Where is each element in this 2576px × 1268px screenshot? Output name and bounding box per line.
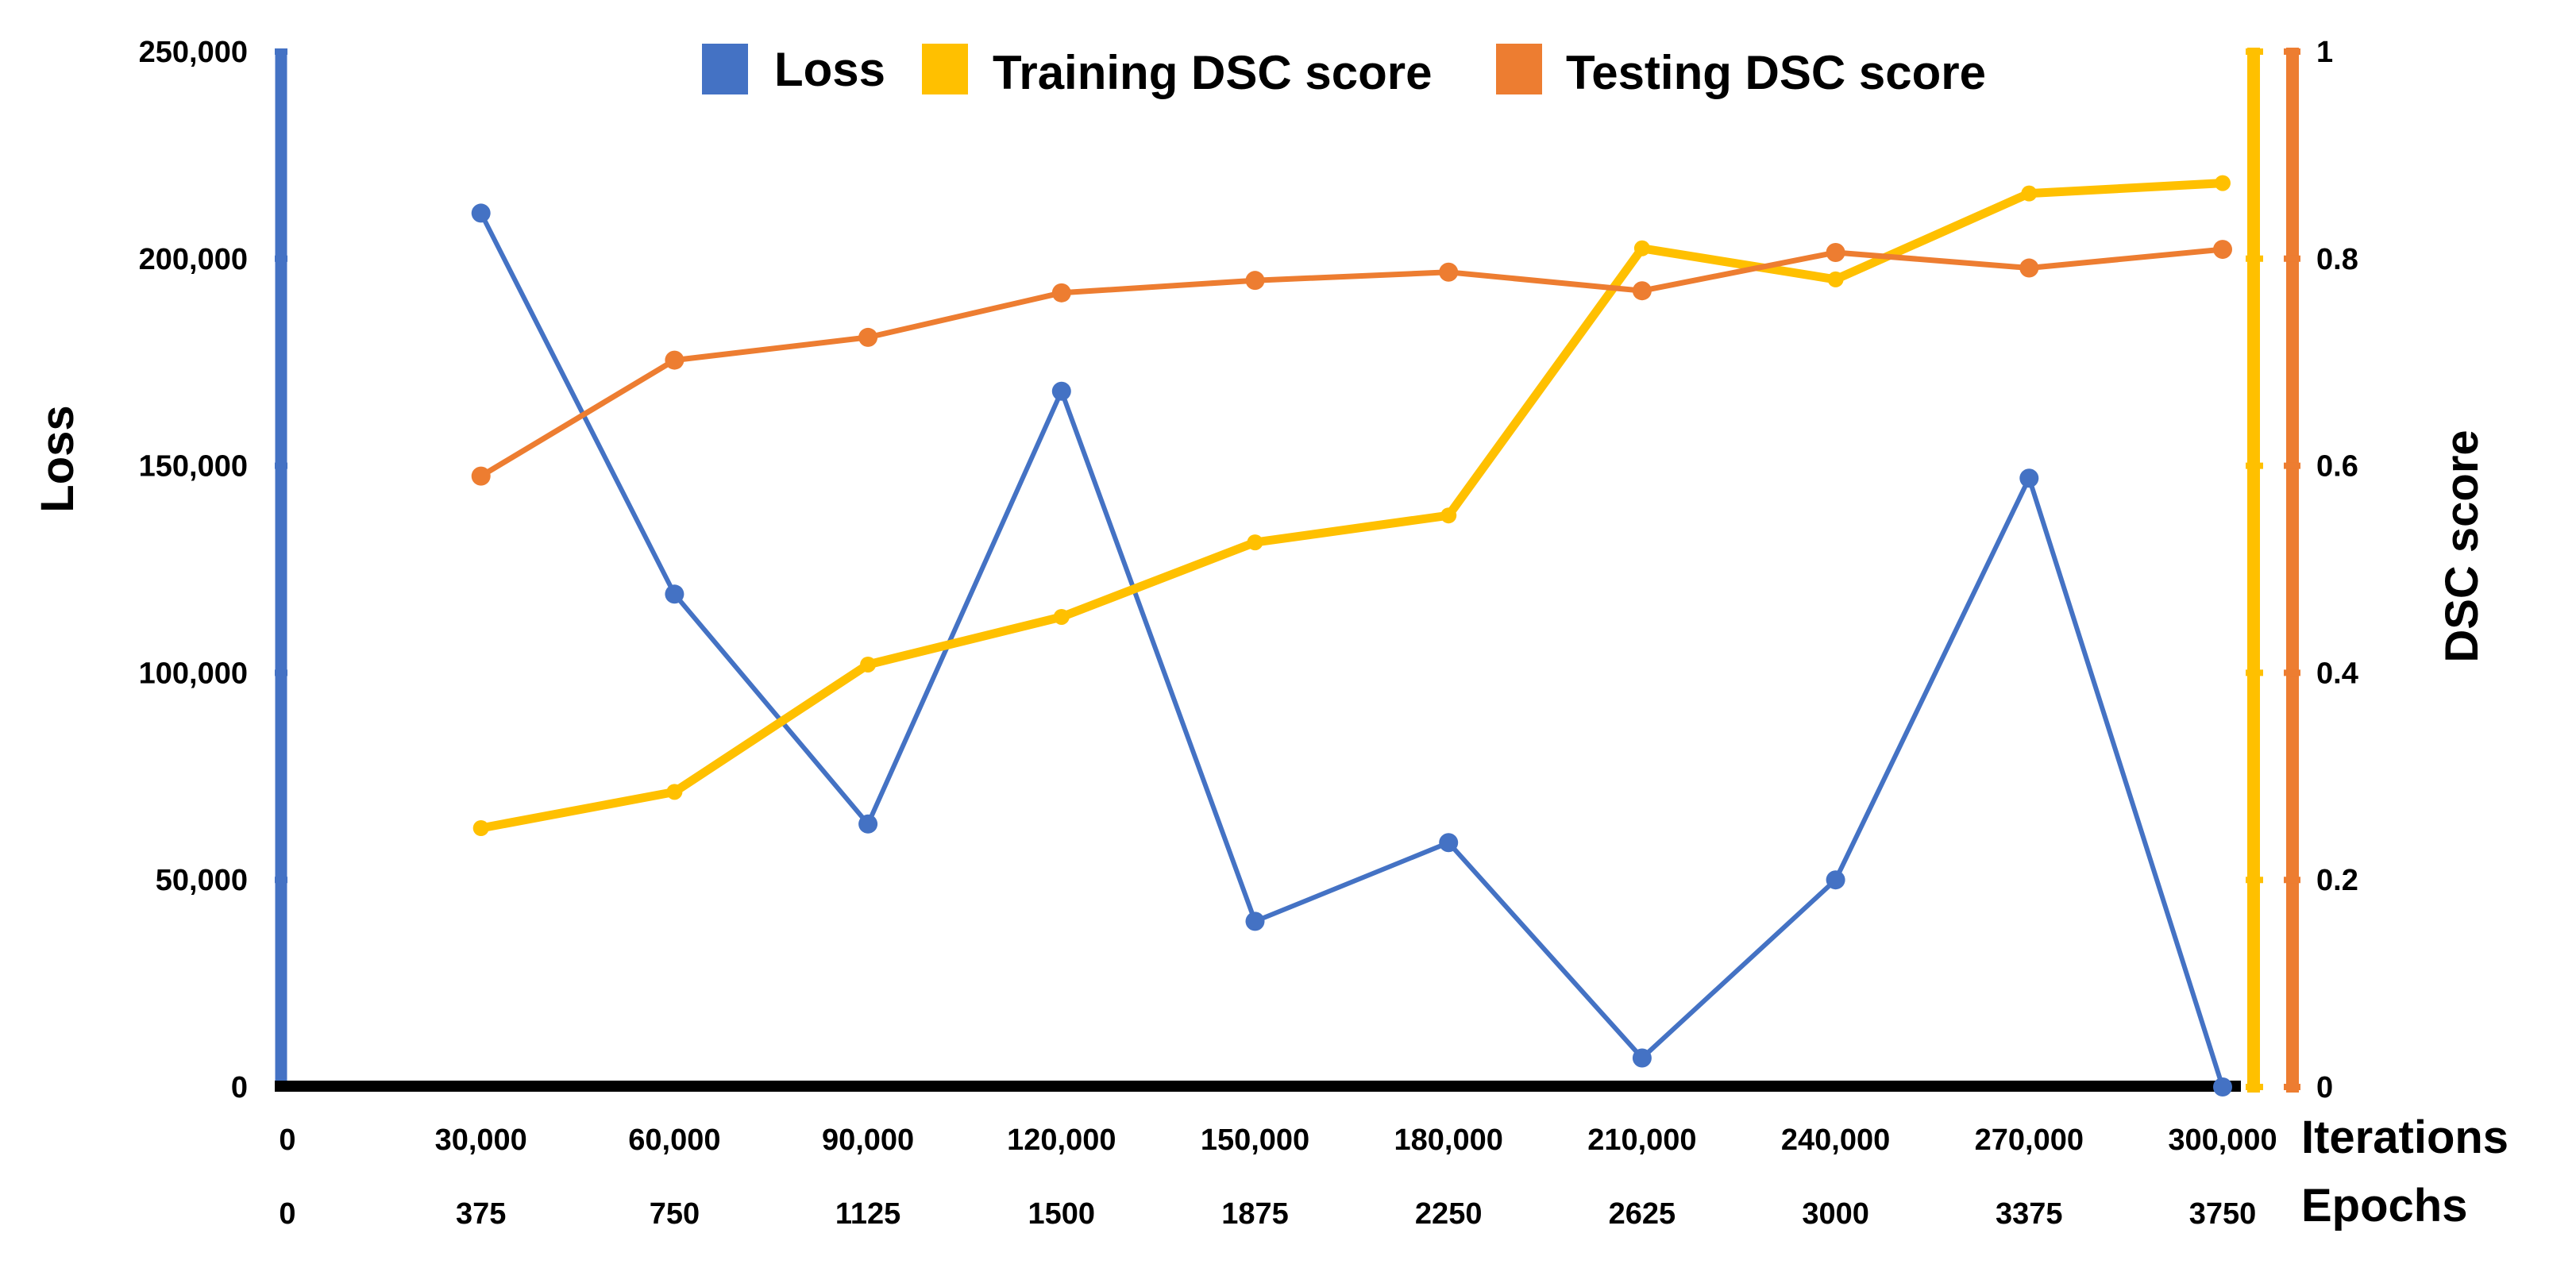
loss-point	[665, 584, 684, 604]
x-tick-label: 0	[279, 1123, 295, 1157]
x-tick-label: 30,000	[435, 1123, 527, 1157]
x-tick-label: 150,000	[1201, 1123, 1309, 1157]
testing-dsc-point	[2213, 240, 2232, 260]
training-dsc-point	[1247, 534, 1263, 551]
training-dsc-point	[2215, 175, 2231, 191]
legend: Loss Training DSC score Testing DSC scor…	[702, 43, 1986, 99]
y-left-tick-label: 50,000	[156, 864, 248, 897]
testing-dsc-point	[2019, 258, 2039, 278]
loss-point	[1632, 1048, 1652, 1068]
series-layer	[471, 175, 2232, 1096]
x-tick-label: 240,000	[1781, 1123, 1890, 1157]
labels-layer: 0 50,000 100,000 150,000 200,000 250,000 0 0.2 0…	[139, 36, 2358, 1231]
x-axis-title-epochs: Epochs	[2301, 1180, 2468, 1231]
y-right-tick-label: 0.2	[2316, 864, 2358, 897]
epoch-tick-label: 375	[456, 1197, 506, 1231]
x-tick-label: 120,000	[1007, 1123, 1116, 1157]
epoch-tick-label: 3375	[1996, 1197, 2063, 1231]
x-tick-label: 300,000	[2168, 1123, 2277, 1157]
testing-dsc-point	[1439, 262, 1459, 282]
y-left-axis-title: Loss	[32, 405, 83, 512]
y-left-tick-label: 200,000	[139, 243, 248, 276]
loss-point	[471, 203, 491, 223]
training-dsc-point	[1440, 507, 1457, 524]
loss-point	[858, 814, 878, 834]
testing-dsc-point	[471, 466, 491, 486]
legend-swatch-training	[922, 44, 968, 94]
x-tick-label: 270,000	[1975, 1123, 2084, 1157]
legend-swatch-loss	[702, 44, 748, 94]
loss-point	[1439, 833, 1459, 853]
x-tick-label: 210,000	[1587, 1123, 1696, 1157]
epoch-tick-label: 0	[279, 1197, 295, 1231]
testing-dsc-point	[1051, 283, 1071, 303]
series-line-loss	[478, 210, 2225, 1089]
epoch-tick-label: 2625	[1609, 1197, 1676, 1231]
axes-layer	[275, 48, 2300, 1093]
series-line-training-dsc	[476, 179, 2227, 833]
epoch-tick-label: 1125	[835, 1197, 900, 1231]
y-left-tick-label: 100,000	[139, 657, 248, 690]
training-dsc-point	[860, 656, 877, 673]
legend-label-loss: Loss	[774, 43, 885, 96]
training-dsc-point	[1633, 240, 1650, 256]
y-left-tick-label: 0	[231, 1071, 248, 1104]
y-right-tick-label: 0.8	[2316, 243, 2358, 276]
y-left-tick-label: 150,000	[139, 450, 248, 484]
testing-dsc-point	[665, 350, 684, 370]
y-right-tick-label: 1	[2316, 36, 2333, 69]
loss-point	[1245, 911, 1265, 931]
training-dsc-point	[666, 784, 683, 800]
epoch-tick-label: 2250	[1415, 1197, 1483, 1231]
legend-label-testing: Testing DSC score	[1566, 46, 1986, 99]
training-dsc-point	[1053, 608, 1070, 625]
legend-swatch-testing	[1496, 44, 1542, 94]
x-tick-label: 90,000	[822, 1123, 914, 1157]
epoch-tick-label: 1875	[1221, 1197, 1289, 1231]
testing-dsc-point	[1826, 242, 1845, 262]
loss-point	[2213, 1077, 2232, 1096]
training-dsc-point	[472, 820, 489, 836]
y-right-tick-label: 0.4	[2316, 657, 2358, 690]
loss-point	[2019, 468, 2039, 488]
y-right-axis-title: DSC score	[2436, 430, 2488, 662]
testing-dsc-point	[1632, 281, 1652, 301]
training-dsc-point	[1827, 271, 1844, 287]
epoch-tick-label: 3000	[1802, 1197, 1869, 1231]
training-dsc-point	[2021, 185, 2038, 202]
epoch-tick-label: 3750	[2189, 1197, 2257, 1231]
x-tick-label: 180,000	[1394, 1123, 1503, 1157]
x-axis-title: Iterations	[2301, 1112, 2509, 1163]
y-left-tick-label: 250,000	[139, 36, 248, 69]
series-line-testing-dsc	[478, 246, 2226, 480]
loss-point	[1826, 870, 1845, 890]
x-tick-label: 60,000	[628, 1123, 720, 1157]
testing-dsc-point	[1245, 271, 1265, 291]
epoch-tick-label: 1500	[1028, 1197, 1096, 1231]
testing-dsc-point	[858, 327, 878, 347]
loss-point	[1051, 381, 1071, 401]
epoch-tick-label: 750	[650, 1197, 700, 1231]
legend-label-training: Training DSC score	[993, 46, 1432, 99]
y-right-tick-label: 0	[2316, 1071, 2333, 1104]
y-right-tick-label: 0.6	[2316, 450, 2358, 484]
